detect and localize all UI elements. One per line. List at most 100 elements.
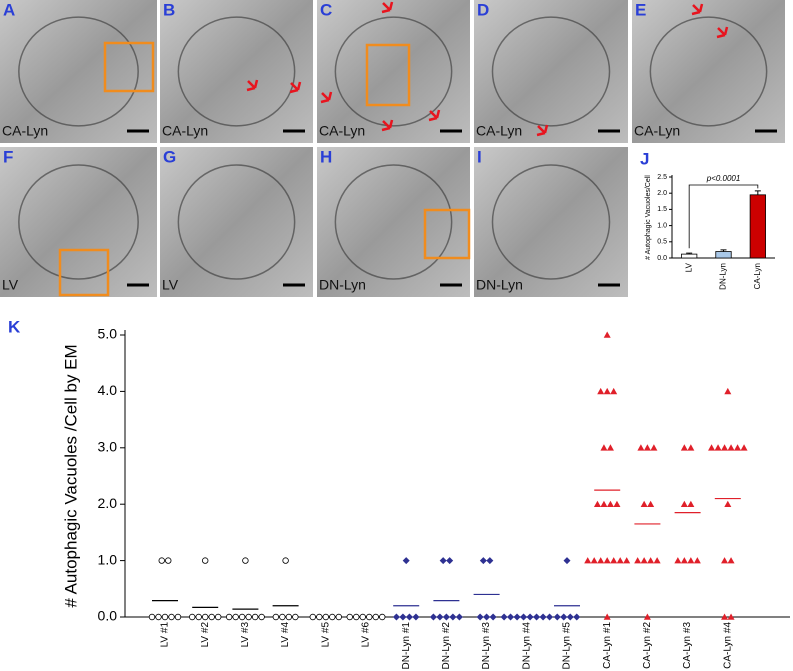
data-point [158,557,165,564]
micrograph [0,0,157,143]
x-tick-label: CA-Lyn #1 [602,622,613,669]
data-point [366,613,373,621]
data-point [613,500,621,507]
data-point [566,613,574,621]
data-point [727,444,735,451]
data-point [195,613,202,621]
panel-letter: F [3,147,13,166]
data-point [442,613,450,621]
data-point [584,557,592,564]
data-point [520,613,528,621]
data-point [647,500,655,507]
panel-caption: LV [2,277,19,293]
x-tick-label: DN-Lyn #5 [562,622,573,670]
data-point [603,331,611,338]
data-point [680,444,688,451]
data-point [708,444,716,451]
x-tick-label: CA-Lyn #4 [722,622,733,669]
data-point [214,613,222,621]
y-tick-label: 0.5 [657,239,667,246]
y-tick-label: 1.5 [657,206,667,213]
data-point [724,387,732,395]
panel-letter: H [320,147,332,166]
data-point [242,557,249,564]
data-point [721,613,729,620]
x-tick-label: DN-Lyn #3 [481,622,492,670]
data-point [740,444,748,451]
data-point [533,613,541,621]
data-point [188,613,196,621]
x-tick-label: CA-Lyn #2 [642,622,653,669]
micrograph [632,0,785,143]
micrograph [160,0,313,143]
data-point [329,613,336,621]
data-point [258,613,265,621]
panel-letter: B [163,0,175,19]
x-tick-label: CA-Lyn #3 [682,622,693,669]
data-point [603,387,611,395]
data-point [282,557,289,564]
data-point [148,613,156,621]
data-point [606,500,614,507]
data-point [238,613,246,621]
data-point [245,613,252,621]
data-point [500,613,508,621]
x-tick-label: LV #6 [361,622,372,648]
data-point [727,557,735,564]
x-tick-label: DN-Lyn [719,263,728,290]
data-point [597,557,605,564]
data-point [563,557,571,565]
data-point [483,613,491,621]
data-point [292,613,299,621]
arrow [289,81,302,94]
data-point [610,387,618,395]
panel-caption: LV [162,277,179,293]
arrow [246,79,259,92]
data-point [640,557,648,564]
panel-letter: C [320,0,332,19]
zoom-box [365,43,411,107]
data-point [647,557,655,564]
y-tick-label: 1.0 [98,551,118,567]
zoom-box [103,41,155,93]
data-point [603,557,611,564]
y-tick-label: 0.0 [98,608,118,624]
y-tick-label: 0.0 [657,255,667,262]
data-point [513,613,521,621]
bar [749,194,766,259]
error-bar [720,249,727,252]
data-point [597,387,605,395]
data-point [687,444,695,451]
y-tick-label: 5.0 [98,326,118,342]
panel-letter: I [477,147,482,166]
micrograph-panels: A CA-Lyn B CA-Lyn C CA-Lyn D CA-Lyn E CA-Lyn F LV G L… [0,0,785,297]
cell-outline [18,16,139,127]
x-tick-label: LV #2 [200,622,211,648]
data-point [489,613,497,621]
data-point [402,557,410,565]
data-point [734,444,742,451]
error-bar [686,252,693,255]
arrow [716,26,729,39]
data-point [643,444,651,451]
panel-letter: D [477,0,489,19]
cell-outline [18,164,139,280]
data-point [165,557,172,564]
data-point [479,557,487,565]
data-point [553,613,561,621]
data-point [322,613,329,621]
y-axis-label: # Autophagic Vacuoles/Cell [645,175,652,260]
data-point [232,613,239,621]
panel-letter: E [635,0,646,19]
data-point [208,613,215,621]
x-tick-label: LV #5 [320,622,331,648]
data-point [405,613,413,621]
data-point [593,500,601,507]
data-point [449,613,457,621]
x-tick-label: LV #3 [240,622,251,648]
x-tick-label: DN-Lyn #2 [441,622,452,670]
cell-outline [334,16,453,127]
data-point [714,444,722,451]
data-point [680,500,688,507]
